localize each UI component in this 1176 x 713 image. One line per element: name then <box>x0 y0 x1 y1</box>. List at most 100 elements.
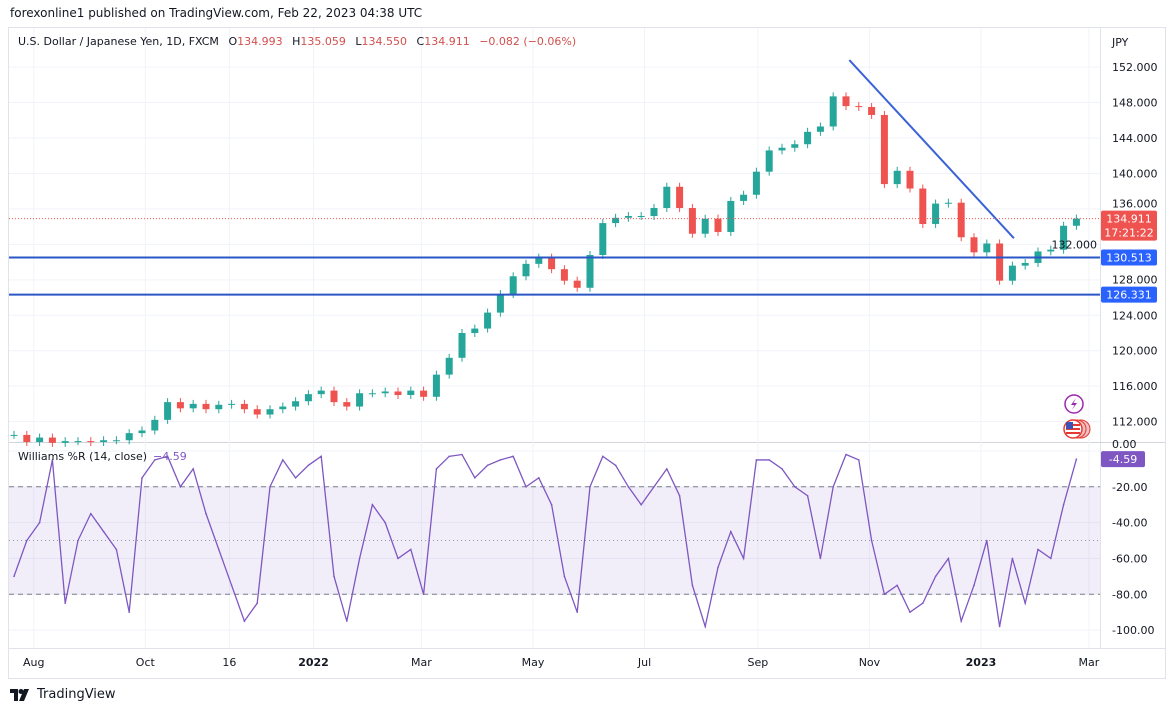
williams-r-point <box>230 584 233 587</box>
time-axis-label: Sep <box>748 656 769 669</box>
time-axis-label: Jul <box>637 656 651 669</box>
candle-body <box>1008 265 1016 281</box>
price-tag-label: 130.513 <box>1106 252 1152 265</box>
candle-body <box>279 406 287 410</box>
williams-r-point <box>141 477 143 479</box>
williams-r-point <box>320 455 323 458</box>
candle-body <box>906 170 914 189</box>
overbought-oversold-band <box>9 486 1100 595</box>
price-axis-label: 128.000 <box>1112 274 1158 287</box>
price-axis-label: 120.000 <box>1112 345 1158 358</box>
williams-r-point <box>205 512 207 515</box>
williams-r-point <box>512 455 514 458</box>
change-value: −0.082 (−0.06%) <box>479 35 577 48</box>
williams-r-point <box>1050 557 1052 560</box>
footer: TradingView <box>10 687 116 702</box>
williams-r-point <box>998 625 1001 628</box>
time-axis-label: Mar <box>411 656 432 669</box>
williams-r-point <box>154 459 156 461</box>
candle-body <box>202 403 210 410</box>
williams-r-point <box>13 575 15 578</box>
williams-r-point <box>358 557 361 560</box>
williams-r-point <box>909 611 911 613</box>
candle-body <box>48 437 56 443</box>
williams-r-point <box>538 477 540 479</box>
williams-r-point <box>77 539 79 542</box>
high-value: 135.059 <box>300 35 346 48</box>
close-label: C <box>416 35 425 48</box>
williams-r-point <box>563 575 566 578</box>
williams-r-point <box>1037 548 1039 551</box>
price-axis-label: 132.000 <box>1052 238 1098 251</box>
williams-r-point <box>768 459 770 461</box>
candle-body <box>880 114 888 185</box>
candle-body <box>23 434 31 442</box>
williams-r-point <box>640 503 642 506</box>
price-tag-label: 126.331 <box>1106 289 1152 302</box>
candle-body <box>125 433 133 441</box>
williams-r-point <box>589 485 591 488</box>
candle-body <box>228 403 236 405</box>
symbol-legend: U.S. Dollar / Japanese Yen, 1D, FXCM O13… <box>18 35 576 48</box>
candle-body <box>317 390 325 395</box>
lightning-event-icon[interactable] <box>1064 394 1084 414</box>
candle-body <box>496 293 504 313</box>
candle-body <box>151 419 159 431</box>
candle-body <box>676 186 684 209</box>
candle-body <box>420 390 428 397</box>
candle-body <box>829 96 837 127</box>
williams-r-point <box>294 477 297 479</box>
williams-r-point <box>870 539 873 542</box>
williams-r-point <box>448 455 451 458</box>
candle-body <box>1072 218 1080 226</box>
candle-body <box>791 144 799 148</box>
candle-body <box>599 223 607 255</box>
indicator-axis-label: -40.00 <box>1112 517 1147 530</box>
candle-body <box>10 434 18 436</box>
candle-body <box>445 357 453 375</box>
williams-r-point <box>1011 557 1014 560</box>
williams-r-point <box>474 477 476 479</box>
candle-body <box>330 390 338 403</box>
candle-body <box>842 96 850 107</box>
us-flag-events-icon[interactable] <box>1063 419 1091 439</box>
footer-brand[interactable]: TradingView <box>37 687 116 702</box>
price-tag <box>1101 286 1157 303</box>
symbol-name[interactable]: U.S. Dollar / Japanese Yen, 1D, FXCM <box>18 35 219 48</box>
candle-body <box>292 401 300 407</box>
candle-body <box>1047 249 1055 252</box>
williams-r-point <box>346 620 348 622</box>
candle-body <box>650 208 658 217</box>
williams-r-point <box>973 584 975 587</box>
candle-body <box>458 332 466 358</box>
williams-r-point <box>845 453 847 456</box>
tradingview-logo-icon <box>10 688 29 701</box>
candle-body <box>932 203 940 224</box>
candle-body <box>356 393 364 407</box>
candle-body <box>560 269 568 281</box>
chart-frame <box>8 27 1166 679</box>
williams-r-point <box>243 620 246 622</box>
indicator-value-tag <box>1101 451 1145 468</box>
williams-r-point <box>218 548 220 551</box>
indicator-axis-label: 0.00 <box>1112 438 1137 451</box>
indicator-name[interactable]: Williams %R (14, close) <box>18 450 148 463</box>
candle-body <box>996 243 1004 281</box>
williams-r-point <box>384 521 387 524</box>
williams-r-point <box>1062 503 1065 506</box>
williams-r-series: -4.59 <box>13 451 1145 630</box>
williams-r-point <box>179 485 182 488</box>
currency-label: JPY <box>1111 36 1129 49</box>
williams-r-point <box>922 602 924 605</box>
trendline <box>848 59 1015 239</box>
williams-r-point <box>934 575 937 578</box>
candle-body <box>778 147 786 151</box>
candle-body <box>548 257 556 270</box>
williams-r-point <box>678 494 681 497</box>
williams-r-point <box>806 494 809 497</box>
candle-body <box>266 409 274 415</box>
price-axis-label: 148.000 <box>1112 97 1158 110</box>
candle-body <box>484 312 492 329</box>
